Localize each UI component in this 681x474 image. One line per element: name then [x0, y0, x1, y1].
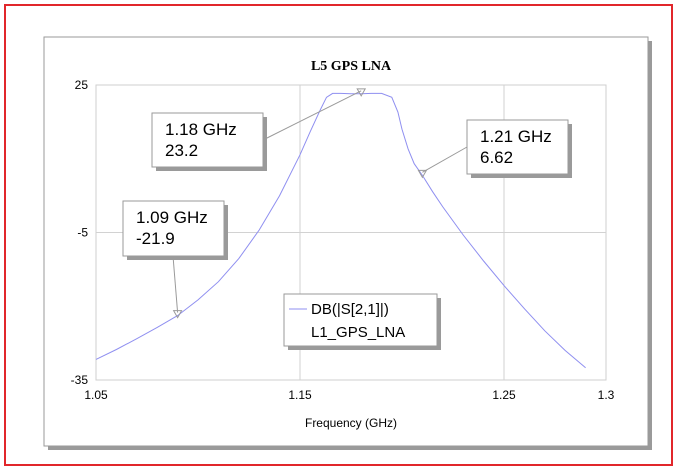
legend-box: [283, 293, 438, 347]
marker-symbol: [172, 310, 183, 319]
legend: DB(|S[2,1]|) L1_GPS_LNA: [283, 293, 441, 350]
x-tick-label: 1.05: [84, 388, 108, 402]
tick-labels: 1.05 1.15 1.25 1.3 25 -5 -35: [71, 78, 615, 402]
legend-series-name: DB(|S[2,1]|): [311, 301, 389, 318]
marker-value-label: 6.62: [480, 148, 513, 167]
marker-frequency-label: 1.18 GHz: [165, 120, 237, 139]
x-tick-label: 1.25: [492, 388, 516, 402]
marker-value-label: -21.9: [136, 229, 175, 248]
marker-symbol: [356, 88, 367, 97]
marker-layer: 1.18 GHz 23.2 1.21 GHz 6.62 1.09 GHz -21.9: [122, 88, 572, 319]
marker-box: [122, 200, 225, 257]
chart-title: L5 GPS LNA: [311, 59, 392, 74]
x-tick-label: 1.3: [598, 388, 615, 402]
y-tick-label: -5: [77, 226, 88, 240]
marker-frequency-label: 1.21 GHz: [480, 127, 552, 146]
y-tick-label: 25: [75, 78, 89, 92]
marker-leader-line: [172, 255, 179, 313]
x-axis-label: Frequency (GHz): [305, 416, 397, 430]
legend-series-subname: L1_GPS_LNA: [311, 324, 405, 341]
marker-value-label: 23.2: [165, 141, 198, 160]
y-tick-label: -35: [71, 373, 89, 387]
marker-box: [151, 112, 264, 168]
chart-frame: L5 GPS LNA 1.05 1.15 1.25 1.3 25 -5 -35 Freque…: [4, 4, 673, 466]
marker-leader-line: [422, 146, 468, 173]
marker-symbol: [417, 169, 428, 179]
marker-leader-line: [262, 90, 362, 141]
marker-frequency-label: 1.09 GHz: [136, 208, 208, 227]
x-tick-label: 1.15: [288, 388, 312, 402]
chart-svg: L5 GPS LNA 1.05 1.15 1.25 1.3 25 -5 -35 Freque…: [43, 36, 652, 450]
series-line: [95, 92, 586, 369]
marker-box: [466, 119, 569, 175]
series-layer: [95, 92, 586, 369]
